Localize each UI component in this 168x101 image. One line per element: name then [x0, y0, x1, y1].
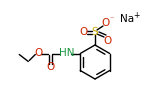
Text: O: O — [34, 48, 42, 58]
Text: O: O — [80, 27, 88, 37]
Text: +: + — [133, 11, 139, 19]
Text: Na: Na — [120, 14, 134, 24]
Text: HN: HN — [58, 48, 74, 58]
Text: O: O — [102, 18, 110, 28]
Text: S: S — [92, 27, 98, 37]
Text: ⁻: ⁻ — [110, 15, 114, 24]
Text: O: O — [103, 36, 111, 46]
Text: O: O — [46, 63, 54, 73]
